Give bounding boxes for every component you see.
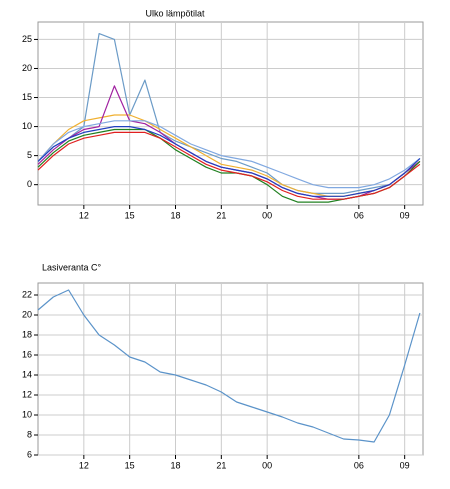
plot-frame bbox=[37, 282, 424, 456]
chart-title: Lasiveranta C° bbox=[42, 262, 102, 272]
series-line bbox=[37, 85, 421, 200]
x-tick-label: 21 bbox=[216, 460, 226, 470]
y-tick-label: 25 bbox=[22, 34, 32, 44]
x-tick-label: 15 bbox=[125, 460, 135, 470]
x-tick-label: 18 bbox=[170, 460, 180, 470]
y-tick-label: 12 bbox=[22, 389, 32, 399]
x-tick-label: 09 bbox=[400, 210, 410, 220]
y-tick-label: 14 bbox=[22, 369, 32, 379]
y-tick-label: 5 bbox=[27, 150, 32, 160]
series-line bbox=[37, 289, 421, 443]
series-line bbox=[37, 126, 421, 197]
x-tick-label: 12 bbox=[79, 460, 89, 470]
y-tick-label: 10 bbox=[22, 409, 32, 419]
y-tick-label: 0 bbox=[27, 179, 32, 189]
x-tick-label: 21 bbox=[216, 210, 226, 220]
x-tick-label: 06 bbox=[354, 210, 364, 220]
y-tick-label: 22 bbox=[22, 289, 32, 299]
x-tick-label: 15 bbox=[125, 210, 135, 220]
y-tick-label: 15 bbox=[22, 92, 32, 102]
y-tick-label: 16 bbox=[22, 349, 32, 359]
series-line bbox=[37, 131, 421, 200]
x-tick-label: 00 bbox=[262, 210, 272, 220]
chart-title: Ulko lämpötilat bbox=[145, 8, 205, 18]
y-tick-label: 20 bbox=[22, 63, 32, 73]
plot-frame bbox=[37, 21, 424, 206]
x-tick-label: 00 bbox=[262, 460, 272, 470]
y-tick-label: 10 bbox=[22, 121, 32, 131]
x-tick-label: 06 bbox=[354, 460, 364, 470]
x-tick-label: 09 bbox=[400, 460, 410, 470]
y-tick-label: 8 bbox=[27, 429, 32, 439]
y-tick-label: 18 bbox=[22, 329, 32, 339]
series-line bbox=[37, 120, 421, 189]
series-line bbox=[37, 33, 421, 194]
y-tick-label: 20 bbox=[22, 309, 32, 319]
x-tick-label: 12 bbox=[79, 210, 89, 220]
x-tick-label: 18 bbox=[170, 210, 180, 220]
y-tick-label: 6 bbox=[27, 449, 32, 459]
